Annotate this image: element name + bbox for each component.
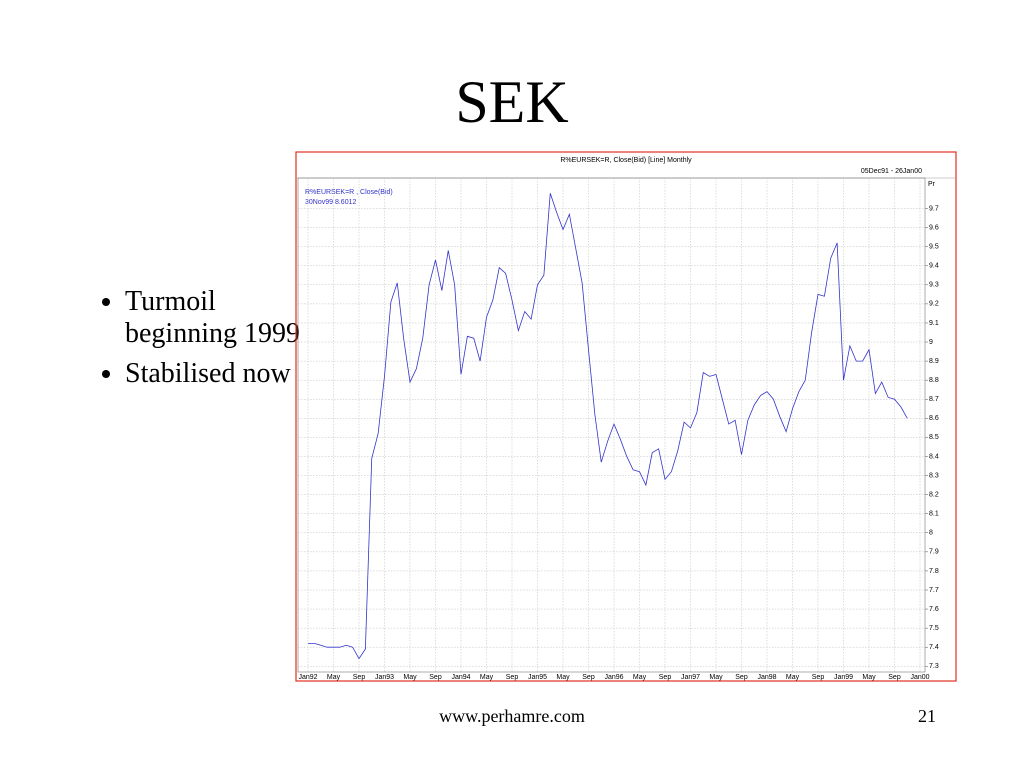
y-tick-label: 8.3	[929, 472, 939, 479]
y-tick-label: 7.8	[929, 568, 939, 575]
y-tick-label: 7.4	[929, 644, 939, 651]
y-tick-label: 8.4	[929, 453, 939, 460]
x-tick-label: Jan99	[834, 674, 853, 681]
y-tick-label: 9.7	[929, 205, 939, 212]
y-tick-label: 8.2	[929, 491, 939, 498]
annotation: 30Nov99 8.6012	[305, 199, 356, 206]
x-tick-label: Sep	[812, 674, 825, 681]
line-series	[308, 193, 908, 660]
x-tick-label: May	[709, 674, 723, 681]
plot-area	[297, 177, 926, 673]
page-number: 21	[918, 706, 936, 726]
chart-border	[295, 151, 957, 682]
x-tick-label: Sep	[353, 674, 366, 681]
y-tick-label: 9.5	[929, 244, 939, 251]
y-tick-label: 8.5	[929, 434, 939, 441]
x-tick-label: Jan00	[910, 674, 929, 681]
y-tick-label: 7.3	[929, 663, 939, 670]
y-tick-label: 8.9	[929, 358, 939, 365]
y-tick-label: 9.1	[929, 320, 939, 327]
y-tick-label: 8.7	[929, 396, 939, 403]
chart-title: R%EURSEK=R, Close(Bid) [Line] Monthly	[560, 157, 692, 164]
bullet: Stabilised now	[125, 358, 315, 390]
x-tick-label: May	[327, 674, 341, 681]
y-tick-label: 9.2	[929, 301, 939, 308]
x-tick-label: Sep	[506, 674, 519, 681]
y-tick-label: 9.6	[929, 224, 939, 231]
x-tick-label: May	[633, 674, 647, 681]
x-tick-label: Jan95	[528, 674, 547, 681]
legend-entry: R%EURSEK=R , Close(Bid)	[305, 189, 393, 196]
x-tick-label: Jan92	[298, 674, 317, 681]
bullet-list: Turmoil beginning 1999 Stabilised now	[85, 286, 315, 398]
footer: www.perhamre.com	[439, 706, 585, 726]
y-tick-label: 8	[929, 530, 933, 537]
x-tick-label: May	[556, 674, 570, 681]
x-tick-label: Sep	[659, 674, 672, 681]
x-tick-label: May	[403, 674, 417, 681]
chart-subtitle: 05Dec91 - 26Jan00	[861, 168, 922, 175]
x-tick-label: Sep	[429, 674, 442, 681]
x-tick-label: May	[480, 674, 494, 681]
x-tick-label: Jan96	[604, 674, 623, 681]
y-tick-label: 7.9	[929, 549, 939, 556]
x-tick-label: Jan94	[451, 674, 470, 681]
y-tick-label: 8.6	[929, 415, 939, 422]
x-tick-label: Sep	[735, 674, 748, 681]
y-tick-label: 8.8	[929, 377, 939, 384]
x-tick-label: Jan93	[375, 674, 394, 681]
y-tick-label: 9.4	[929, 263, 939, 270]
x-tick-label: Sep	[582, 674, 595, 681]
y-axis-label: Pr	[928, 181, 936, 188]
y-tick-label: 7.7	[929, 587, 939, 594]
y-tick-label: 7.5	[929, 625, 939, 632]
x-tick-label: Sep	[888, 674, 901, 681]
y-tick-label: 9.3	[929, 282, 939, 289]
x-tick-label: May	[786, 674, 800, 681]
x-tick-label: Jan98	[757, 674, 776, 681]
x-tick-label: Jan97	[681, 674, 700, 681]
slide-title: SEK	[455, 69, 569, 135]
y-tick-label: 9	[929, 339, 933, 346]
y-tick-label: 7.6	[929, 606, 939, 613]
y-tick-label: 8.1	[929, 511, 939, 518]
x-tick-label: May	[862, 674, 876, 681]
bullet: Turmoil beginning 1999	[125, 286, 315, 350]
